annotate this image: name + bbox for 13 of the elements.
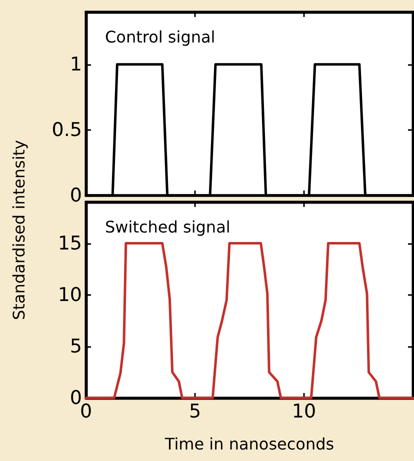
- y-tick-label: 15: [58, 232, 82, 254]
- text: Switched signal: [105, 218, 230, 236]
- y-tick-label: 0.5: [52, 118, 82, 141]
- y-tick-label: 5: [70, 335, 82, 358]
- y-tick-label: 1: [70, 53, 82, 76]
- x-axis-title: Time in nanoseconds: [164, 434, 334, 454]
- text: Control signal: [105, 28, 216, 46]
- y-tick-label: 0: [70, 387, 82, 409]
- y-tick-label: 0: [70, 184, 82, 206]
- y-axis-title: Standardised intensity: [10, 140, 28, 320]
- x-tick-label: 5: [188, 400, 202, 422]
- x-tick-label: 10: [292, 400, 316, 422]
- y-tick-label: 10: [58, 284, 82, 306]
